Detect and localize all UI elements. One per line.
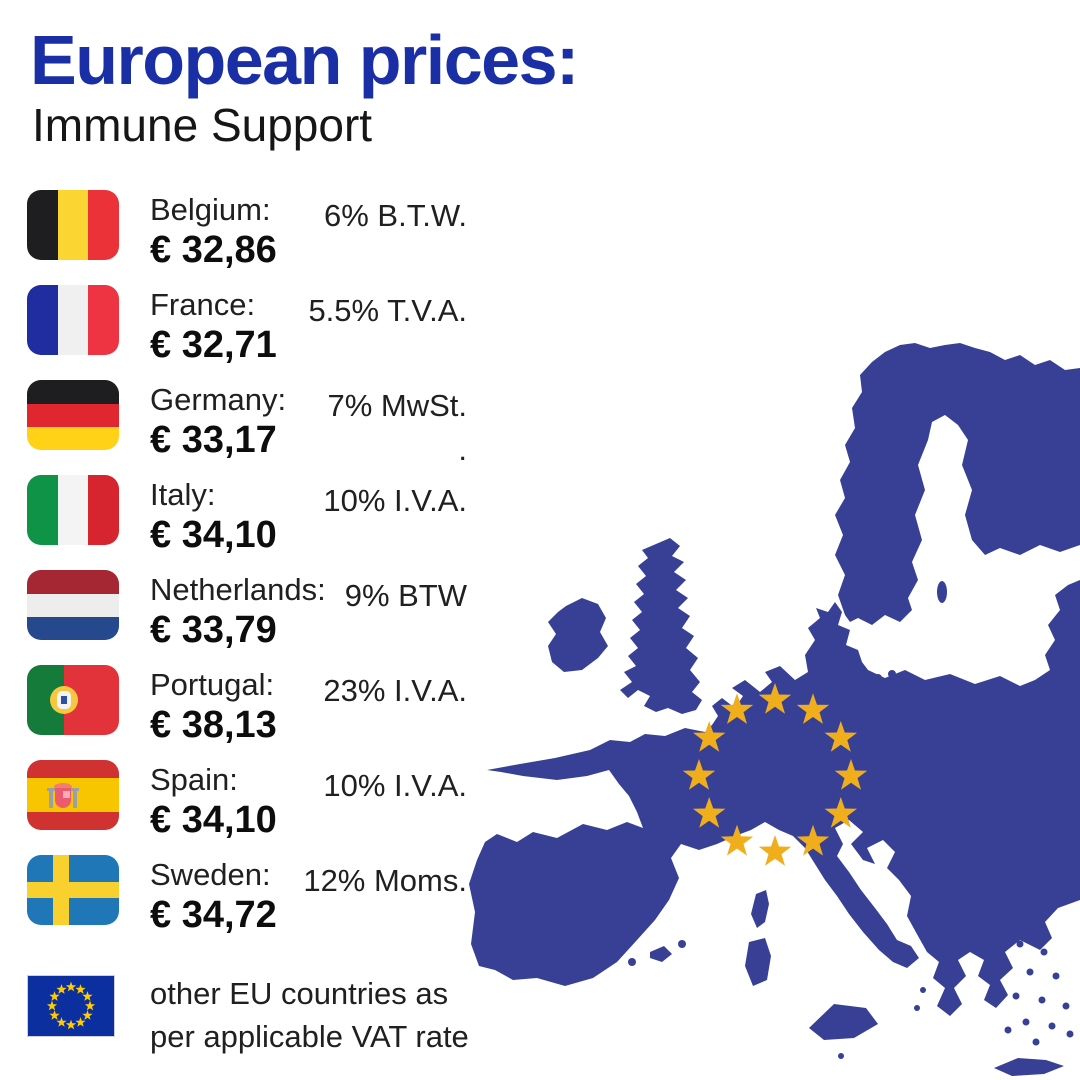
price-value: € 33,17 [150,418,277,461]
vat-rate-text: 12% Moms. [303,863,467,898]
vat-rate-text: 6% B.T.W. [324,198,467,233]
vat-rate: 10% I.V.A. [323,764,467,808]
row-sweden: Sweden: € 34,72 12% Moms. [27,855,467,950]
row-portugal: Portugal: € 38,13 23% I.V.A. [27,665,467,760]
price-value: € 34,10 [150,513,277,556]
netherlands-flag-icon [27,570,119,640]
country-texts: Belgium: € 32,86 [150,192,277,271]
portugal-flag-icon [27,665,119,735]
vat-rate-text: 9% BTW [344,578,467,613]
vat-rate: 7% MwSt.. [327,384,467,472]
spain-flag-icon [27,760,119,830]
country-price-list: Belgium: € 32,86 6% B.T.W. France: € 32,71 5.… [27,190,467,950]
country-texts: Sweden: € 34,72 [150,857,277,936]
page-title: European prices: [30,21,579,99]
europe-map-graphic [469,343,1080,1076]
sweden-flag-icon [27,855,119,925]
country-label: Spain: [150,762,238,797]
vat-rate: 12% Moms. [303,859,467,903]
country-label: France: [150,287,256,322]
vat-rate-text: 5.5% T.V.A. [308,293,467,328]
row-germany: Germany: € 33,17 7% MwSt.. [27,380,467,475]
row-france: France: € 32,71 5.5% T.V.A. [27,285,467,380]
country-texts: Italy: € 34,10 [150,477,277,556]
vat-rate-text: 23% I.V.A. [323,673,467,708]
france-flag-icon [27,285,119,355]
country-texts: Spain: € 34,10 [150,762,277,841]
country-label: Italy: [150,477,216,512]
country-label: Sweden: [150,857,271,892]
price-value: € 32,71 [150,323,277,366]
row-belgium: Belgium: € 32,86 6% B.T.W. [27,190,467,285]
price-value: € 34,72 [150,893,277,936]
footer-note-line1: other EU countries as [150,976,449,1011]
price-value: € 32,86 [150,228,277,271]
country-label: Portugal: [150,667,275,702]
country-label: Germany: [150,382,287,417]
page-subtitle: Immune Support [32,99,373,151]
country-texts: Portugal: € 38,13 [150,667,277,746]
vat-rate-text: 10% I.V.A. [323,768,467,803]
price-value: € 38,13 [150,703,277,746]
italy-flag-icon [27,475,119,545]
vat-rate: 23% I.V.A. [323,669,467,713]
vat-rate-text2: . [458,432,467,468]
vat-rate-text: 7% MwSt. [327,388,467,423]
country-texts: Germany: € 33,17 [150,382,286,461]
footer-note: other EU countries as per applicable VAT… [150,972,469,1058]
country-texts: France: € 32,71 [150,287,277,366]
price-value: € 34,10 [150,798,277,841]
belgium-flag-icon [27,190,119,260]
vat-rate: 9% BTW [345,574,467,618]
country-label: Belgium: [150,192,271,227]
country-label: Netherlands: [150,572,326,607]
row-spain: Spain: € 34,10 10% I.V.A. [27,760,467,855]
europe-landmass [469,343,1080,1076]
price-value: € 33,79 [150,608,277,651]
row-netherlands: Netherlands: € 33,79 9% BTW [27,570,467,665]
row-italy: Italy: € 34,10 10% I.V.A. [27,475,467,570]
vat-rate-text: 10% I.V.A. [323,483,467,518]
vat-rate: 5.5% T.V.A. [308,289,467,333]
footer-note-line2: per applicable VAT rate [150,1019,469,1054]
vat-rate: 6% B.T.W. [324,194,467,238]
country-texts: Netherlands: € 33,79 [150,572,326,651]
eu-flag-image [27,975,115,1037]
germany-flag-icon [27,380,119,450]
vat-rate: 10% I.V.A. [323,479,467,523]
